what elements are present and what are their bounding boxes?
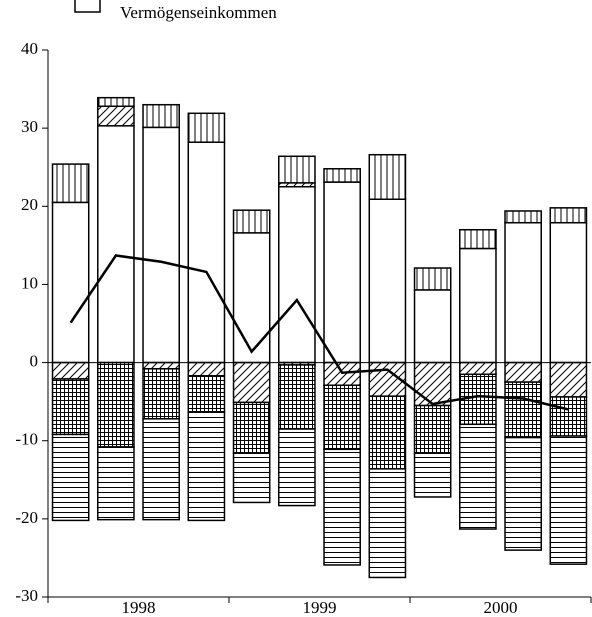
- y-tick-label: 30: [21, 117, 38, 136]
- bar-segment: [97, 105, 135, 127]
- bar-segment: [504, 210, 542, 224]
- bar-segment: [142, 361, 180, 370]
- bar-segment: [187, 411, 226, 522]
- x-tick-label: 1998: [122, 598, 156, 617]
- legend-swatch: [74, 0, 101, 13]
- line: [69, 254, 569, 411]
- bar-segment: [51, 378, 90, 436]
- bar-segment: [232, 452, 271, 504]
- bar-segment: [549, 207, 588, 224]
- bar-segment: [368, 153, 407, 201]
- bar-segment: [232, 361, 271, 404]
- bar-segment: [368, 468, 407, 579]
- bar-segment: [187, 361, 226, 377]
- y-tick-label: -20: [15, 508, 38, 527]
- bar-segment: [549, 396, 588, 437]
- bar-segment: [51, 361, 90, 380]
- bar-segment: [323, 448, 361, 566]
- bar-segment: [278, 186, 316, 364]
- bar-segment: [413, 267, 452, 291]
- bar-segment: [97, 361, 135, 448]
- bar-segment: [323, 181, 361, 364]
- bar-segment: [368, 395, 407, 470]
- bar-segment: [232, 209, 271, 234]
- y-tick-label: 40: [21, 39, 38, 58]
- bar-segment: [51, 163, 90, 204]
- bar-segment: [278, 428, 316, 507]
- bar-segment: [459, 247, 497, 364]
- y-tick-label: -10: [15, 430, 38, 449]
- bar-segment: [187, 375, 226, 413]
- bar-segment: [549, 361, 588, 398]
- bar-segment: [232, 232, 271, 364]
- bar-segment: [413, 404, 452, 454]
- bar-segment: [459, 361, 497, 376]
- bar-segment: [368, 198, 407, 364]
- bar-segment: [97, 446, 135, 521]
- bar-segment: [232, 401, 271, 454]
- bar-segment: [142, 368, 180, 420]
- bar-segment: [323, 168, 361, 183]
- bar-segment: [142, 418, 180, 521]
- bar-segment: [459, 228, 497, 250]
- bar-segment: [187, 112, 226, 143]
- y-tick-label: 0: [30, 351, 39, 370]
- bar-segment: [459, 423, 497, 530]
- bar-segment: [504, 436, 542, 551]
- x-tick-label: 1999: [303, 598, 337, 617]
- bar-segment: [278, 364, 316, 430]
- bar-segment: [504, 221, 542, 364]
- legend-label: Vermögenseinkommen: [120, 3, 277, 22]
- bar-segment: [142, 103, 180, 129]
- bar-segment: [142, 126, 180, 364]
- bar-segment: [323, 384, 361, 451]
- bar-segment: [51, 433, 90, 522]
- bar-segment: [413, 452, 452, 498]
- bar-segment: [97, 125, 135, 364]
- bar-segment: [504, 361, 542, 383]
- x-tick-label: 2000: [484, 598, 518, 617]
- bar-segment: [278, 155, 316, 184]
- bar-segment: [413, 289, 452, 364]
- bar-segment: [413, 361, 452, 407]
- y-tick-label: 20: [21, 195, 38, 214]
- bar-segment: [51, 201, 90, 364]
- y-tick-label: -30: [15, 586, 38, 605]
- bar-segment: [549, 221, 588, 364]
- bar-segment: [187, 141, 226, 364]
- bar-segment: [549, 435, 588, 565]
- bar-segment: [504, 381, 542, 439]
- y-tick-label: 10: [21, 273, 38, 292]
- bar-segment: [97, 96, 135, 108]
